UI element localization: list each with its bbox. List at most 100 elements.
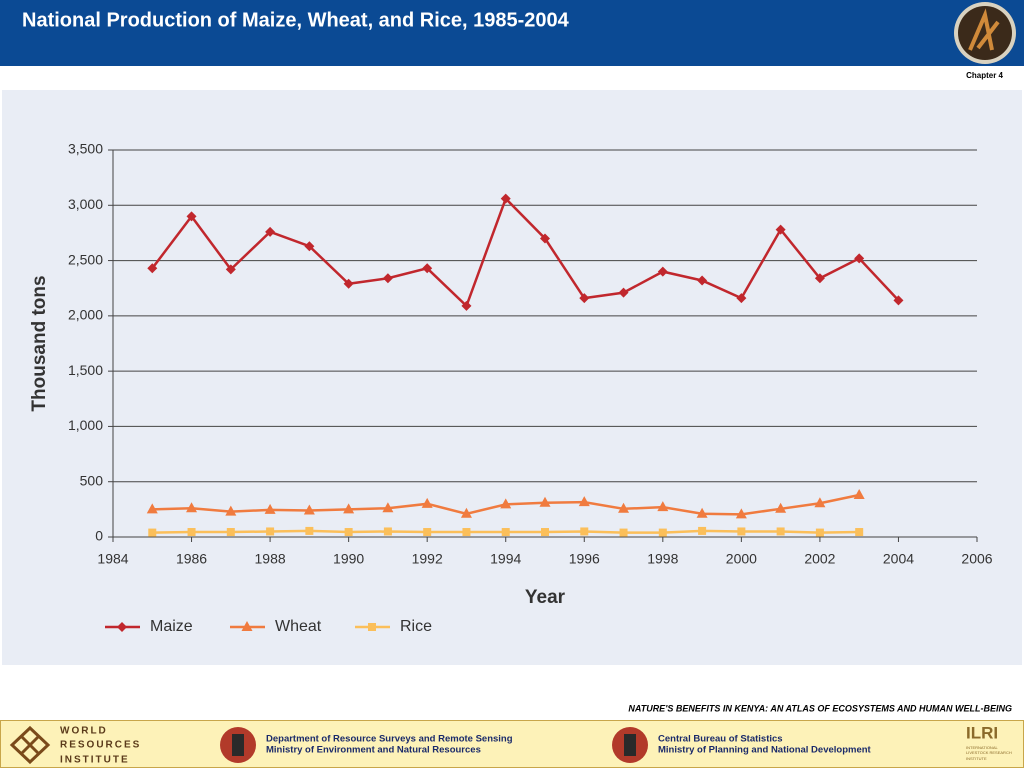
marker (657, 501, 669, 512)
header-bar (0, 0, 1024, 66)
wri-icon (9, 725, 51, 765)
marker (776, 527, 785, 536)
logo-art (968, 8, 1000, 51)
x-tick-label: 1994 (490, 551, 521, 567)
x-tick-label: 1986 (176, 551, 207, 567)
org-text: Ministry of Planning and National Develo… (658, 745, 872, 756)
ilri-sub: INTERNATIONAL (966, 745, 998, 750)
y-tick-label: 0 (95, 528, 103, 544)
y-tick-label: 1,500 (68, 362, 103, 378)
y-tick-label: 2,500 (68, 251, 103, 267)
x-tick-label: 1988 (255, 551, 286, 567)
marker (460, 507, 472, 518)
y-tick-label: 2,000 (68, 307, 103, 323)
legend-label: Maize (150, 618, 193, 635)
x-tick-label: 2004 (883, 551, 914, 567)
ilri-logo: ILRI (966, 723, 998, 742)
marker (814, 497, 826, 508)
legend-marker (241, 621, 253, 631)
marker (148, 528, 157, 537)
x-tick-label: 2002 (804, 551, 835, 567)
marker (658, 528, 667, 537)
marker (657, 266, 668, 277)
emblem-shield (624, 734, 636, 756)
chart-panel (2, 90, 1022, 665)
legend-marker (117, 622, 127, 632)
marker (225, 505, 237, 516)
marker (461, 300, 472, 311)
marker (303, 504, 315, 515)
legend-label: Wheat (275, 618, 322, 635)
org-text: Ministry of Environment and Natural Reso… (266, 745, 481, 756)
x-tick-label: 1992 (412, 551, 443, 567)
x-tick-label: 2000 (726, 551, 757, 567)
marker (500, 498, 512, 509)
marker (462, 528, 471, 537)
y-tick-label: 3,000 (68, 196, 103, 212)
y-tick-label: 3,500 (68, 141, 103, 157)
marker (265, 226, 276, 237)
marker (421, 497, 433, 508)
x-tick-label: 1990 (333, 551, 364, 567)
marker (853, 488, 865, 499)
marker (893, 295, 904, 306)
marker (186, 502, 198, 513)
marker (500, 193, 511, 204)
kenya-emblem (220, 727, 256, 763)
marker (266, 527, 275, 536)
marker (343, 278, 354, 289)
wri-logo: WORLD RESOURCES INSTITUTE (9, 725, 141, 766)
marker (344, 528, 353, 537)
series-line (151, 196, 900, 309)
marker (422, 263, 433, 274)
x-tick-label: 1996 (569, 551, 600, 567)
x-tick-label: 2006 (961, 551, 992, 567)
marker (264, 503, 276, 514)
marker (541, 528, 549, 537)
marker (735, 508, 747, 519)
marker (382, 502, 394, 513)
marker (540, 233, 550, 244)
ilri-sub: LIVESTOCK RESEARCH (966, 750, 1012, 755)
marker (618, 502, 630, 513)
marker (775, 502, 787, 513)
org-text: Department of Resource Surveys and Remot… (266, 734, 513, 745)
marker (305, 526, 314, 535)
marker (186, 211, 197, 222)
marker (619, 528, 628, 537)
marker (579, 293, 590, 304)
y-tick-label: 1,000 (68, 417, 103, 433)
footer-bar (0, 720, 1024, 768)
marker (855, 528, 864, 537)
x-axis-label: Year (525, 587, 566, 608)
legend-label: Rice (400, 618, 432, 635)
marker (736, 293, 747, 304)
wri-text: INSTITUTE (60, 755, 130, 766)
marker (225, 264, 236, 275)
x-tick-label: 1998 (647, 551, 678, 567)
marker (815, 528, 824, 537)
marker (226, 528, 235, 537)
y-tick-label: 500 (80, 472, 104, 488)
ilri-sub: INSTITUTE (966, 756, 987, 761)
marker (187, 528, 196, 537)
chart: 0 500 1,000 1,500 2,000 2,500 3,000 3,500 1984 19… (29, 141, 993, 636)
slide-title: National Production of Maize, Wheat, and… (22, 9, 570, 31)
marker (580, 527, 589, 536)
marker (814, 273, 825, 284)
marker (147, 263, 158, 274)
emblem-shield (232, 734, 244, 756)
marker (775, 224, 786, 235)
chapter-label: Chapter 4 (966, 71, 1003, 80)
atlas-title: NATURE'S BENEFITS IN KENYA: AN ATLAS OF … (628, 703, 1012, 713)
wri-text: WORLD (60, 726, 108, 737)
marker (383, 527, 392, 536)
marker (696, 507, 708, 518)
x-tick-label: 1984 (97, 551, 128, 567)
wri-text: RESOURCES (60, 740, 141, 751)
marker (382, 273, 393, 284)
marker (697, 275, 708, 286)
marker (423, 528, 432, 537)
marker (501, 528, 510, 537)
